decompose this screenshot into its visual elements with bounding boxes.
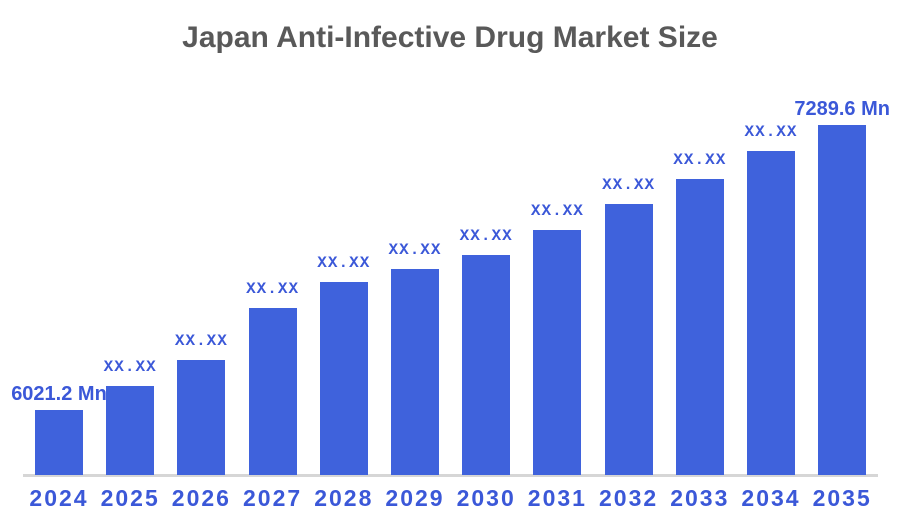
- bar-2032: [604, 204, 653, 475]
- bar-value-label: 7289.6 Mn: [794, 98, 890, 120]
- bar-2027: [248, 308, 297, 475]
- bar-masked-label: XX.XX: [744, 123, 798, 142]
- bar-masked-label: XX.XX: [602, 176, 656, 195]
- x-tick-label-2034: 2034: [741, 485, 801, 511]
- bar-masked-label: XX.XX: [317, 254, 371, 273]
- x-tick-label-2033: 2033: [670, 485, 730, 511]
- bar-masked-label: XX.XX: [459, 227, 513, 246]
- bar-masked-label: XX.XX: [103, 358, 157, 377]
- x-tick-label-2027: 2027: [243, 485, 303, 511]
- bar-2034: [747, 151, 795, 475]
- bar-2024: [35, 410, 83, 475]
- bar-masked-label: XX.XX: [246, 280, 300, 299]
- bar-2025: [106, 386, 155, 475]
- x-tick-label-2035: 2035: [812, 485, 872, 511]
- bar-masked-label: XX.XX: [388, 241, 442, 260]
- bar-2026: [177, 360, 226, 475]
- bar-masked-label: XX.XX: [174, 332, 228, 351]
- x-tick-label-2024: 2024: [29, 485, 89, 511]
- x-tick-label-2025: 2025: [100, 485, 160, 511]
- bar-2030: [462, 255, 511, 475]
- bar-2035: [818, 125, 867, 475]
- bar-2031: [533, 230, 582, 475]
- x-tick-label-2031: 2031: [527, 485, 587, 511]
- bar-masked-label: XX.XX: [673, 151, 727, 170]
- x-tick-label-2026: 2026: [171, 485, 231, 511]
- bar-2033: [675, 179, 724, 475]
- bar-value-label: 6021.2 Mn: [11, 383, 107, 405]
- x-tick-label-2032: 2032: [599, 485, 659, 511]
- x-axis-line: [23, 474, 878, 477]
- bar-2029: [391, 269, 439, 475]
- x-tick-label-2028: 2028: [314, 485, 374, 511]
- bar-masked-label: XX.XX: [530, 202, 584, 221]
- x-tick-label-2030: 2030: [456, 485, 516, 511]
- chart-title: Japan Anti-Infective Drug Market Size: [182, 21, 718, 54]
- bar-2028: [319, 282, 368, 475]
- x-tick-label-2029: 2029: [385, 485, 445, 511]
